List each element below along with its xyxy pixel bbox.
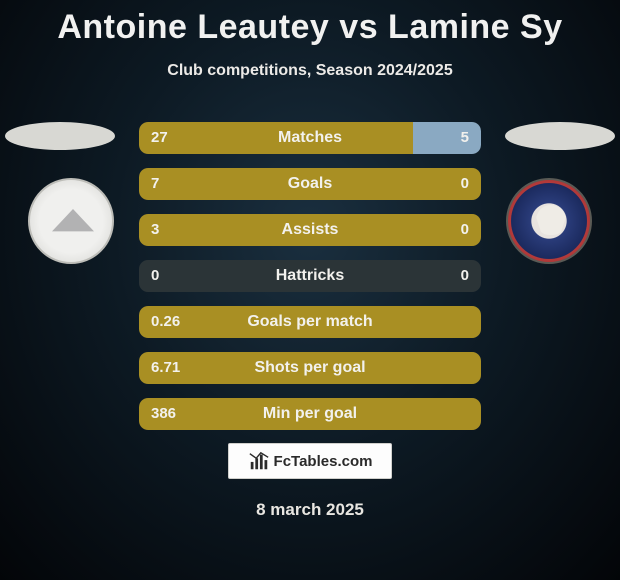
stat-label: Min per goal <box>139 398 481 430</box>
stat-row: 00Hattricks <box>139 260 481 292</box>
player-right-crest <box>506 178 592 264</box>
stat-row: 30Assists <box>139 214 481 246</box>
player-left-crest <box>28 178 114 264</box>
stat-label: Shots per goal <box>139 352 481 384</box>
stat-row: 70Goals <box>139 168 481 200</box>
stat-row: 386Min per goal <box>139 398 481 430</box>
branding-text: FcTables.com <box>274 453 373 470</box>
player-left-shadow-ellipse <box>5 122 115 150</box>
date-text: 8 march 2025 <box>0 500 620 520</box>
player-right-shadow-ellipse <box>505 122 615 150</box>
stat-label: Assists <box>139 214 481 246</box>
stat-rows-container: 275Matches 70Goals 30Assists 00Hattricks 0.2… <box>139 122 481 444</box>
title: Antoine Leautey vs Lamine Sy <box>0 8 620 47</box>
stat-row: 275Matches <box>139 122 481 154</box>
chart-bars-icon <box>248 450 270 472</box>
stat-label: Hattricks <box>139 260 481 292</box>
stat-row: 6.71Shots per goal <box>139 352 481 384</box>
subtitle: Club competitions, Season 2024/2025 <box>0 62 620 80</box>
comparison-infographic: Antoine Leautey vs Lamine Sy Club compet… <box>0 0 620 580</box>
stat-label: Goals <box>139 168 481 200</box>
stat-label: Matches <box>139 122 481 154</box>
stat-row: 0.26Goals per match <box>139 306 481 338</box>
stat-label: Goals per match <box>139 306 481 338</box>
branding-badge: FcTables.com <box>228 443 392 479</box>
